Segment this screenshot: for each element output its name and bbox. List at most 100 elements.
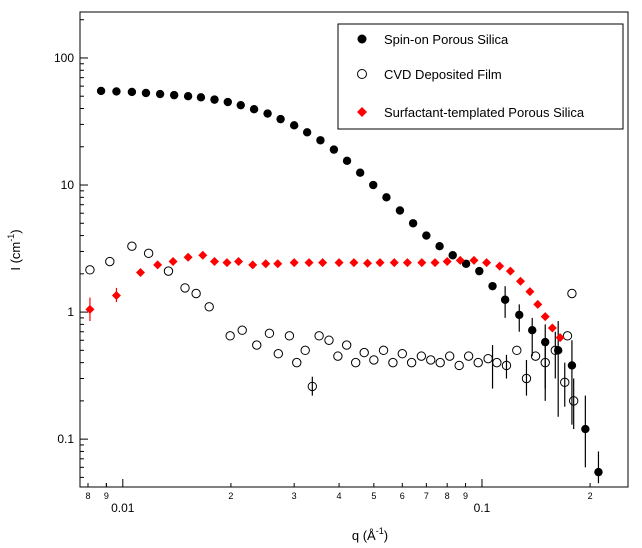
- data-point-cvd: [105, 256, 115, 267]
- data-point-spin-on: [448, 251, 457, 260]
- data-point-cvd: [562, 331, 573, 341]
- x-minor-tick-label: 8: [445, 491, 450, 501]
- legend-box: [337, 23, 624, 130]
- data-point-cvd: [540, 357, 550, 368]
- data-point-spin-on: [488, 281, 497, 291]
- data-point-cvd: [492, 357, 502, 368]
- data-point-cvd: [444, 351, 455, 361]
- y-tick-label: 100: [54, 51, 74, 65]
- data-point-surfactant: [540, 312, 550, 322]
- data-point-cvd: [550, 345, 560, 356]
- data-point-cvd: [512, 345, 522, 356]
- data-point-cvd: [483, 353, 493, 364]
- data-point-surfactant: [389, 258, 399, 268]
- data-point-surfactant: [222, 258, 232, 268]
- data-point-surfactant: [135, 267, 145, 277]
- data-point-spin-on: [567, 361, 577, 370]
- data-point-spin-on: [553, 346, 563, 355]
- data-point-cvd: [501, 360, 512, 371]
- data-point-cvd: [204, 302, 214, 312]
- data-point-surfactant: [111, 291, 121, 301]
- x-minor-tick-label: 5: [371, 491, 376, 501]
- legend-label-cvd: CVD Deposited Film: [384, 67, 502, 82]
- data-point-surfactant: [402, 258, 412, 268]
- data-point-surfactant: [198, 250, 208, 260]
- y-axis-label: I (cm: [8, 242, 23, 271]
- data-point-surfactant: [555, 333, 565, 343]
- data-point-surfactant: [547, 323, 557, 333]
- legend-label-surfactant: Surfactant-templated Porous Silica: [384, 105, 585, 120]
- data-point-surfactant: [273, 259, 283, 269]
- x-minor-tick-label: 9: [463, 491, 468, 501]
- data-point-cvd: [127, 241, 137, 251]
- legend: Spin-on Porous Silica CVD Deposited Film…: [337, 23, 624, 130]
- data-point-spin-on: [594, 467, 603, 477]
- data-point-spin-on: [127, 87, 137, 97]
- data-point-spin-on: [461, 259, 471, 268]
- data-point-cvd: [567, 288, 577, 299]
- y-tick-label: 10: [61, 178, 75, 192]
- data-point-surfactant: [505, 266, 515, 276]
- data-point-cvd: [435, 357, 445, 368]
- legend-marker-surfactant: [357, 107, 367, 117]
- data-point-cvd: [369, 355, 379, 365]
- data-point-cvd: [191, 288, 201, 299]
- data-point-spin-on: [355, 168, 365, 177]
- x-minor-tick-label: 4: [337, 491, 342, 501]
- x-axis-label-close: ): [384, 528, 388, 543]
- data-point-cvd: [273, 349, 284, 359]
- data-point-spin-on: [342, 156, 352, 166]
- data-point-cvd: [324, 335, 334, 345]
- data-point-spin-on: [155, 89, 165, 99]
- data-point-cvd: [252, 340, 262, 350]
- data-point-cvd: [350, 357, 361, 368]
- data-point-cvd: [180, 283, 190, 293]
- data-point-cvd: [568, 396, 579, 406]
- x-tick-label: 0.01: [111, 501, 135, 515]
- data-point-cvd: [397, 349, 407, 359]
- data-point-spin-on: [289, 121, 299, 130]
- data-point-cvd: [359, 347, 369, 358]
- data-point-spin-on: [475, 266, 484, 276]
- data-point-cvd: [341, 340, 352, 350]
- data-point-surfactant: [248, 260, 258, 270]
- data-point-cvd: [300, 345, 310, 356]
- data-point-spin-on: [223, 97, 232, 107]
- data-point-spin-on: [210, 95, 219, 104]
- data-point-surfactant: [349, 258, 359, 268]
- data-point-cvd: [143, 248, 154, 259]
- data-point-surfactant: [417, 258, 427, 268]
- data-point-surfactant: [85, 304, 95, 314]
- data-point-surfactant: [318, 258, 328, 268]
- data-point-spin-on: [435, 241, 444, 251]
- data-point-spin-on: [541, 337, 550, 347]
- x-minor-tick-label: 3: [292, 491, 297, 501]
- data-point-surfactant: [183, 252, 193, 262]
- data-point-surfactant: [362, 258, 372, 268]
- data-point-surfactant: [289, 258, 299, 268]
- x-minor-tick-label: 7: [424, 491, 429, 501]
- y-tick-label: 0.1: [57, 432, 74, 446]
- data-point-spin-on: [515, 310, 524, 320]
- data-point-cvd: [416, 351, 427, 361]
- data-point-cvd: [163, 266, 174, 276]
- data-point-cvd: [463, 351, 474, 361]
- data-point-spin-on: [316, 136, 325, 145]
- data-point-spin-on: [249, 105, 259, 114]
- data-point-cvd: [378, 345, 389, 356]
- data-point-cvd: [521, 373, 532, 384]
- data-point-cvd: [406, 357, 417, 368]
- data-point-surfactant: [261, 259, 271, 269]
- data-point-spin-on: [329, 145, 339, 154]
- data-point-spin-on: [96, 86, 106, 96]
- x-axis-label-sup: -1: [376, 526, 384, 536]
- legend-marker-cvd: [357, 69, 367, 79]
- data-point-spin-on: [112, 87, 121, 96]
- data-point-surfactant: [455, 255, 465, 265]
- data-point-cvd: [473, 357, 483, 368]
- data-point-surfactant: [168, 257, 178, 267]
- data-point-cvd: [530, 351, 541, 361]
- data-point-cvd: [237, 325, 247, 335]
- y-axis-label-sup: -1: [6, 234, 16, 242]
- data-point-cvd: [333, 351, 343, 361]
